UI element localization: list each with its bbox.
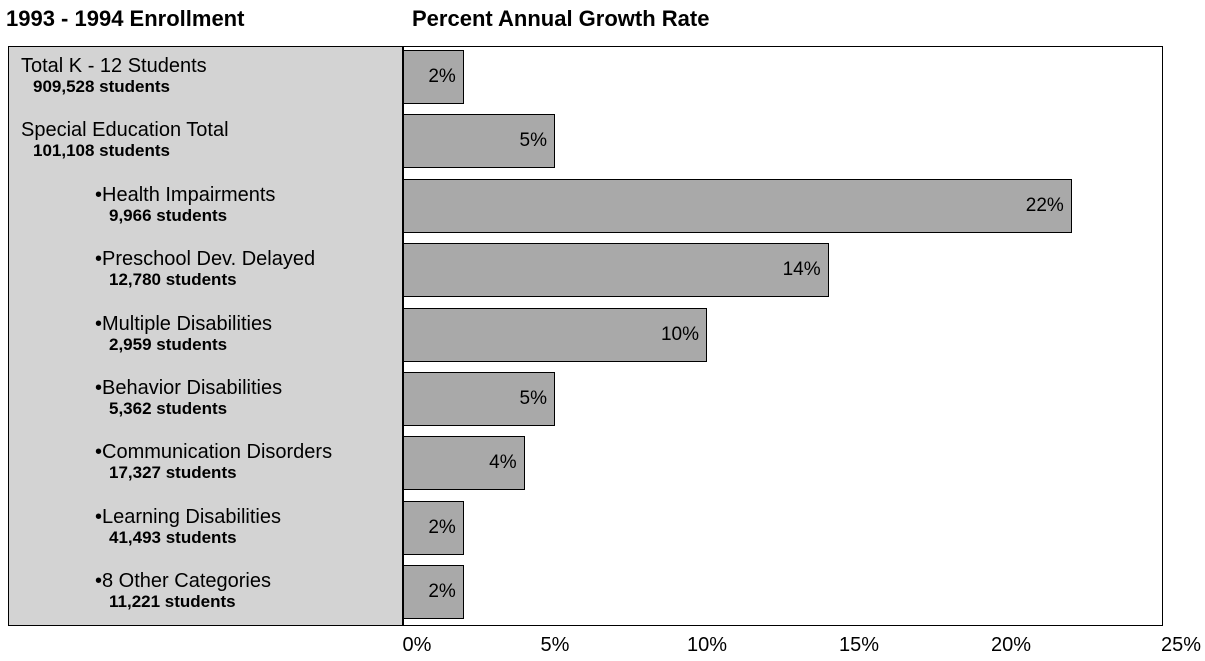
bar-value-label: 2% (428, 516, 456, 538)
category-name: •Preschool Dev. Delayed (95, 248, 316, 271)
bar (403, 50, 464, 104)
category-label: •8 Other Categories 11,221 students (95, 570, 271, 611)
category-count: 9,966 students (109, 205, 228, 225)
bar-value-label: 2% (428, 581, 456, 603)
category-label: Total K - 12 Students 909,528 students (21, 55, 207, 96)
x-tick-label: 20% (990, 634, 1032, 656)
bar-value-label: 4% (489, 452, 517, 474)
category-count: 12,780 students (109, 270, 237, 290)
category-label-panel: Total K - 12 Students 909,528 students Spe… (8, 46, 403, 626)
bar (403, 372, 555, 426)
category-name: •Behavior Disabilities (95, 377, 283, 399)
bar (403, 114, 555, 169)
category-count: 41,493 students (109, 527, 237, 547)
x-tick-label: 5% (540, 634, 570, 656)
category-label: Special Education Total 101,108 students (21, 119, 229, 160)
category-label: •Behavior Disabilities 5,362 students (95, 377, 282, 418)
category-name: •8 Other Categories (95, 570, 271, 593)
bar-value-label: 10% (660, 323, 699, 345)
category-count: 5,362 students (109, 399, 228, 418)
x-tick-label: 10% (686, 634, 728, 656)
x-tick-label: 15% (838, 634, 880, 656)
bar-value-label: 5% (519, 130, 547, 152)
category-count: 101,108 students (33, 141, 171, 161)
bar (403, 500, 464, 555)
bar-value-label: 5% (519, 388, 547, 409)
bar-value-label: 2% (428, 66, 456, 87)
bar (403, 565, 464, 620)
category-label: •Preschool Dev. Delayed 12,780 students (95, 248, 315, 289)
category-label: •Health Impairments 9,966 students (95, 184, 275, 225)
category-count: 909,528 students (33, 77, 171, 96)
category-label: •Communication Disorders 17,327 students (95, 441, 332, 482)
category-name: Special Education Total (21, 119, 229, 142)
category-count: 17,327 students (109, 463, 237, 483)
bar-value-label: 22% (1025, 194, 1064, 216)
x-tick-label: 0% (402, 634, 432, 656)
category-name: Total K - 12 Students (21, 55, 207, 77)
enrollment-title: 1993 - 1994 Enrollment (6, 6, 245, 31)
x-tick-label: 25% (1160, 634, 1202, 656)
category-label: •Multiple Disabilities 2,959 students (95, 313, 272, 354)
category-name: •Communication Disorders (95, 441, 333, 464)
bar (403, 307, 707, 362)
bar (403, 178, 1072, 233)
bar (403, 243, 829, 298)
category-name: •Multiple Disabilities (95, 312, 273, 335)
category-label: •Learning Disabilities 41,493 students (95, 506, 281, 547)
bar-value-label: 14% (782, 259, 821, 281)
category-name: •Health Impairments (95, 183, 276, 206)
category-count: 2,959 students (109, 334, 228, 354)
bar (403, 436, 525, 491)
category-name: •Learning Disabilities (95, 505, 281, 528)
growth-rate-title: Percent Annual Growth Rate (412, 6, 710, 31)
category-count: 11,221 students (109, 592, 236, 612)
